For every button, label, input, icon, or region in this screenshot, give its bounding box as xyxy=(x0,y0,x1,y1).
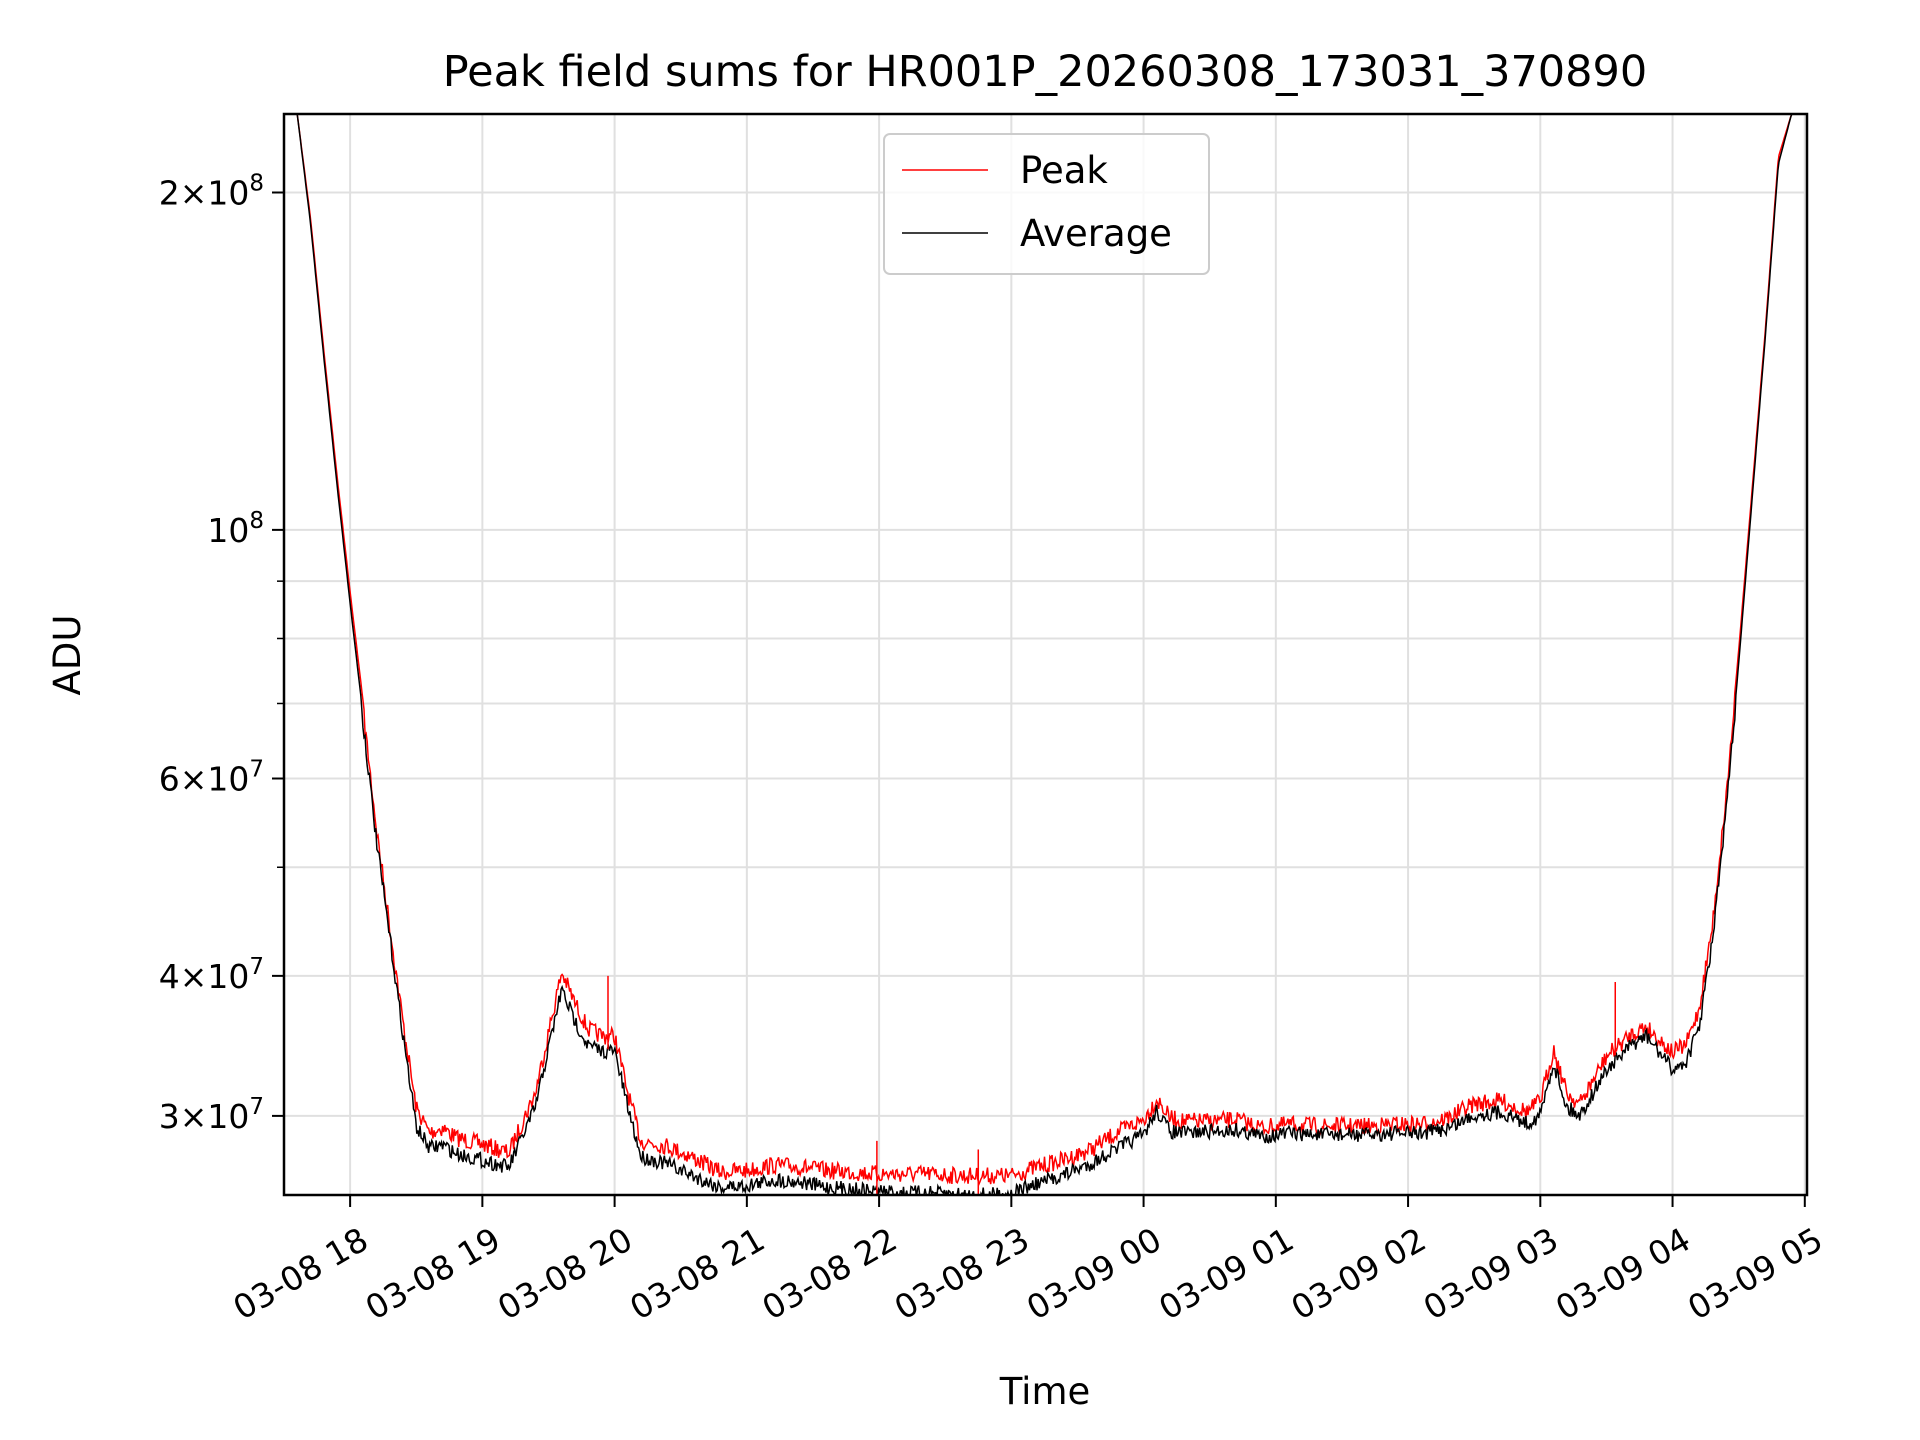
legend-label-average: Average xyxy=(1020,212,1172,255)
x-axis-label: Time xyxy=(999,1370,1091,1413)
plot-frame xyxy=(282,112,1809,1197)
series-line-peak xyxy=(296,114,1805,1187)
y-tick-label: 3×107 xyxy=(159,1094,264,1136)
legend-box xyxy=(883,133,1210,275)
legend: Peak Average xyxy=(883,133,1210,275)
chart-title: Peak field sums for HR001P_20260308_1730… xyxy=(443,47,1648,97)
y-tick-label: 6×107 xyxy=(159,757,264,799)
y-tick-label: 4×107 xyxy=(159,954,264,996)
series-line-average xyxy=(296,114,1805,1195)
grid-lines xyxy=(284,114,1807,1195)
y-tick-label: 2×108 xyxy=(159,170,264,212)
y-tick-label: 108 xyxy=(207,508,264,550)
plot-series xyxy=(296,114,1805,1195)
legend-label-peak: Peak xyxy=(1020,149,1108,192)
y-axis-ticks: 3×107 4×107 6×107 108 2×108 xyxy=(159,170,284,1136)
y-axis-label: ADU xyxy=(46,615,89,696)
